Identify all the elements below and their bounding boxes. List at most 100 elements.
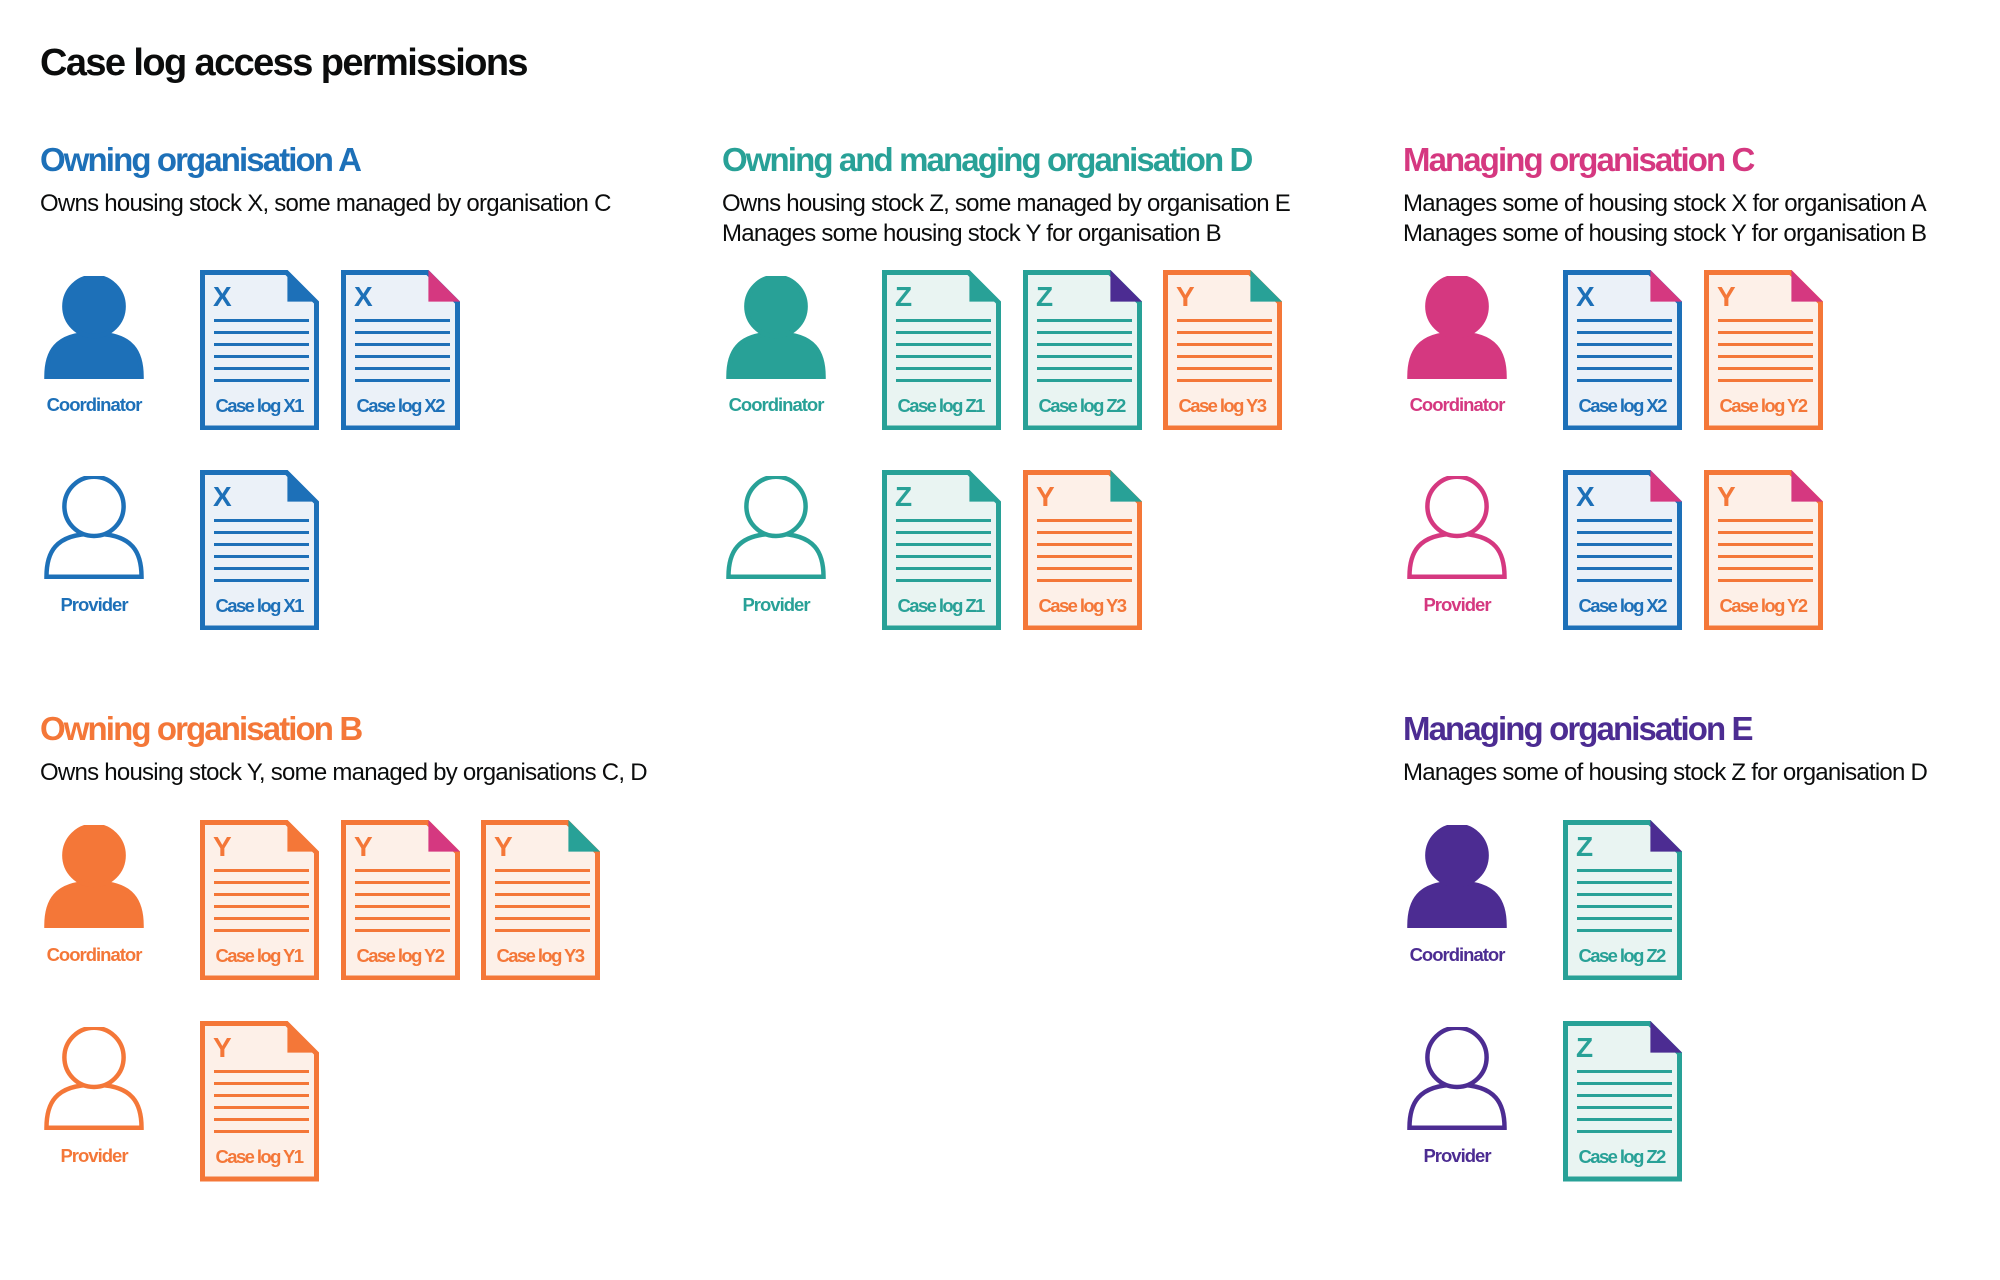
role-label: Coordinator	[1409, 394, 1506, 416]
document-label: Case log Y3	[1179, 395, 1267, 416]
document-text-line	[1577, 868, 1672, 872]
document-label: Case log Y2	[1719, 395, 1807, 416]
document-text-line	[1577, 366, 1672, 370]
document-text-line	[1177, 354, 1272, 358]
document-text-line	[1717, 518, 1813, 522]
document-text-line	[1577, 1106, 1672, 1109]
document-text-line	[896, 578, 991, 582]
document-label: Case log Y3	[497, 945, 585, 966]
document-fold-corner	[1250, 269, 1282, 302]
document-text-line	[1577, 916, 1672, 920]
document-text-line	[354, 868, 450, 872]
document-stock-letter: Z	[895, 281, 912, 312]
case-log-document-icon: Y Case log Y2	[1703, 269, 1823, 431]
document-text-line	[1577, 880, 1672, 884]
document-page-shape	[882, 469, 1001, 631]
document-fold-corner	[1109, 269, 1142, 302]
document-fold-corner	[1650, 269, 1682, 302]
document-page-shape	[200, 269, 319, 431]
document-text-line	[1036, 354, 1132, 358]
document-text-line	[1036, 378, 1132, 382]
person-filled-icon	[1407, 825, 1507, 929]
document-text-line	[1577, 892, 1672, 896]
document-page-shape	[1563, 469, 1682, 631]
document-text-line	[896, 518, 991, 522]
document-text-line	[1177, 318, 1272, 322]
document-text-line	[214, 1094, 309, 1097]
document-label: Case log Y1	[216, 1146, 304, 1167]
document-stock-letter: Z	[895, 481, 912, 512]
document-text-line	[1577, 354, 1672, 358]
document-text-line	[354, 366, 450, 370]
document-text-line	[1577, 554, 1672, 558]
document-stock-letter: Y	[494, 831, 513, 862]
document-text-line	[495, 928, 590, 932]
case-log-document-icon: X Case log X2	[1563, 269, 1682, 431]
document-text-line	[896, 318, 991, 322]
document-text-line	[1577, 1118, 1672, 1121]
org-description-line: Owns housing stock Z, some managed by or…	[722, 189, 1291, 217]
document-page-shape	[340, 269, 460, 431]
person-outline-icon	[44, 1026, 144, 1130]
role-label: Provider	[1423, 594, 1491, 616]
document-text-line	[1577, 1094, 1672, 1097]
role-label: Provider	[742, 594, 810, 616]
document-text-line	[1036, 342, 1132, 346]
document-text-line	[1577, 904, 1672, 908]
document-label: Case log X2	[356, 395, 445, 416]
document-text-line	[354, 880, 450, 884]
document-text-line	[1036, 318, 1132, 322]
document-text-line	[354, 342, 450, 346]
document-text-line	[1577, 530, 1672, 534]
document-text-line	[354, 892, 450, 896]
org-heading: Managing organisation C	[1403, 141, 1755, 179]
document-fold-corner	[427, 819, 460, 852]
document-stock-letter: Y	[213, 1032, 232, 1063]
document-text-line	[1577, 928, 1672, 932]
person-filled-icon	[726, 275, 826, 379]
document-text-line	[1717, 330, 1813, 334]
document-text-line	[214, 1106, 309, 1109]
person-filled-icon	[44, 825, 144, 929]
person-outline-icon	[44, 475, 144, 579]
document-label: Case log X2	[1579, 395, 1668, 416]
case-log-document-icon: Y Case log Y3	[1163, 269, 1282, 431]
case-log-document-icon: Y Case log Y1	[200, 1021, 319, 1182]
document-text-line	[214, 1118, 309, 1121]
document-fold-corner	[568, 819, 600, 852]
document-text-line	[896, 378, 991, 382]
case-log-document-icon: Z Case log Z1	[882, 469, 1001, 631]
org-description: Owns housing stock Y, some managed by or…	[40, 758, 648, 788]
document-stock-letter: Z	[1576, 831, 1593, 862]
document-text-line	[1577, 330, 1672, 334]
document-text-line	[495, 868, 590, 872]
document-stock-letter: Y	[213, 831, 232, 862]
org-heading: Managing organisation E	[1403, 709, 1754, 747]
document-label: Case log X1	[216, 595, 305, 616]
person-outline-icon	[1407, 475, 1507, 579]
document-fold-corner	[969, 269, 1001, 302]
document-text-line	[354, 354, 450, 358]
document-page-shape	[1163, 269, 1282, 431]
document-text-line	[495, 904, 590, 908]
person-outline-icon	[1407, 1026, 1507, 1130]
document-text-line	[1577, 1082, 1672, 1085]
document-text-line	[1717, 318, 1813, 322]
document-text-line	[1036, 330, 1132, 334]
document-text-line	[214, 378, 309, 382]
document-stock-letter: X	[1576, 281, 1595, 312]
document-fold-corner	[1650, 819, 1682, 852]
role-label: Coordinator	[46, 943, 143, 965]
person-outline-icon	[726, 475, 826, 579]
document-page-shape	[481, 819, 600, 980]
person-filled-icon	[1407, 275, 1507, 379]
document-fold-corner	[1650, 469, 1682, 502]
document-text-line	[214, 892, 309, 896]
document-text-line	[1036, 578, 1132, 582]
document-text-line	[1577, 378, 1672, 382]
document-text-line	[214, 904, 309, 908]
case-log-document-icon: Y Case log Y3	[1022, 469, 1142, 631]
document-label: Case log Z2	[1579, 1146, 1667, 1167]
case-log-document-icon: Z Case log Z2	[1563, 819, 1682, 980]
